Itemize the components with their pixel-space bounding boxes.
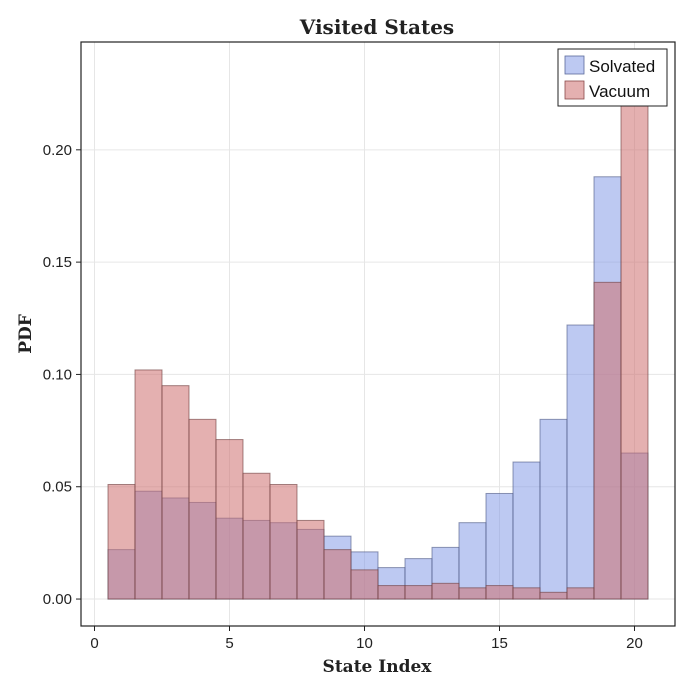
legend: Solvated Vacuum <box>557 48 668 107</box>
chart-title: Visited States <box>299 15 454 39</box>
bar-vacuum-4 <box>188 418 217 600</box>
bar-solvated-14 <box>458 522 487 600</box>
x-tick-label: 20 <box>626 635 643 652</box>
bar-vacuum-14 <box>458 587 487 600</box>
plot-frame <box>80 41 676 627</box>
x-tick-label: 0 <box>90 635 98 652</box>
x-axis-label: State Index <box>323 657 433 677</box>
y-tick-label: 0.15 <box>43 254 72 271</box>
bar-solvated-15 <box>485 492 514 600</box>
bar-vacuum-10 <box>350 569 379 600</box>
legend-swatch-vacuum <box>564 80 585 100</box>
bar-vacuum-19 <box>593 281 622 600</box>
y-tick-label: 0.10 <box>43 366 72 383</box>
bar-vacuum-20 <box>620 81 649 600</box>
series-vacuum <box>107 81 649 600</box>
x-tick-label: 10 <box>356 635 373 652</box>
bar-vacuum-1 <box>107 483 136 600</box>
bar-vacuum-9 <box>323 549 352 600</box>
legend-swatch-solvated <box>564 55 585 75</box>
bar-vacuum-8 <box>296 519 325 600</box>
bar-solvated-18 <box>566 324 595 600</box>
x-tick-label: 5 <box>225 635 233 652</box>
bar-vacuum-5 <box>215 439 244 600</box>
bar-vacuum-6 <box>242 472 271 600</box>
bar-vacuum-2 <box>134 369 163 600</box>
bar-vacuum-16 <box>512 587 541 600</box>
bar-vacuum-13 <box>431 582 460 600</box>
y-tick-label: 0.00 <box>43 591 72 608</box>
legend-label-solvated: Solvated <box>589 57 655 76</box>
bar-vacuum-11 <box>377 585 406 600</box>
y-tick-label: 0.20 <box>43 142 72 159</box>
y-axis-label: PDF <box>16 314 36 354</box>
legend-label-vacuum: Vacuum <box>589 82 650 101</box>
bar-vacuum-7 <box>269 483 298 600</box>
bar-vacuum-17 <box>539 591 568 600</box>
bar-vacuum-3 <box>161 385 190 600</box>
y-tick-label: 0.05 <box>43 479 72 496</box>
bar-vacuum-15 <box>485 585 514 600</box>
bar-vacuum-18 <box>566 587 595 600</box>
bar-vacuum-12 <box>404 585 433 600</box>
x-tick-label: 15 <box>491 635 508 652</box>
bar-solvated-16 <box>512 461 541 600</box>
bar-solvated-17 <box>539 418 568 600</box>
axis-ticks: 0 5 10 15 20 0.00 0.05 0.10 0.15 0.20 <box>43 142 643 652</box>
bars <box>107 81 649 600</box>
